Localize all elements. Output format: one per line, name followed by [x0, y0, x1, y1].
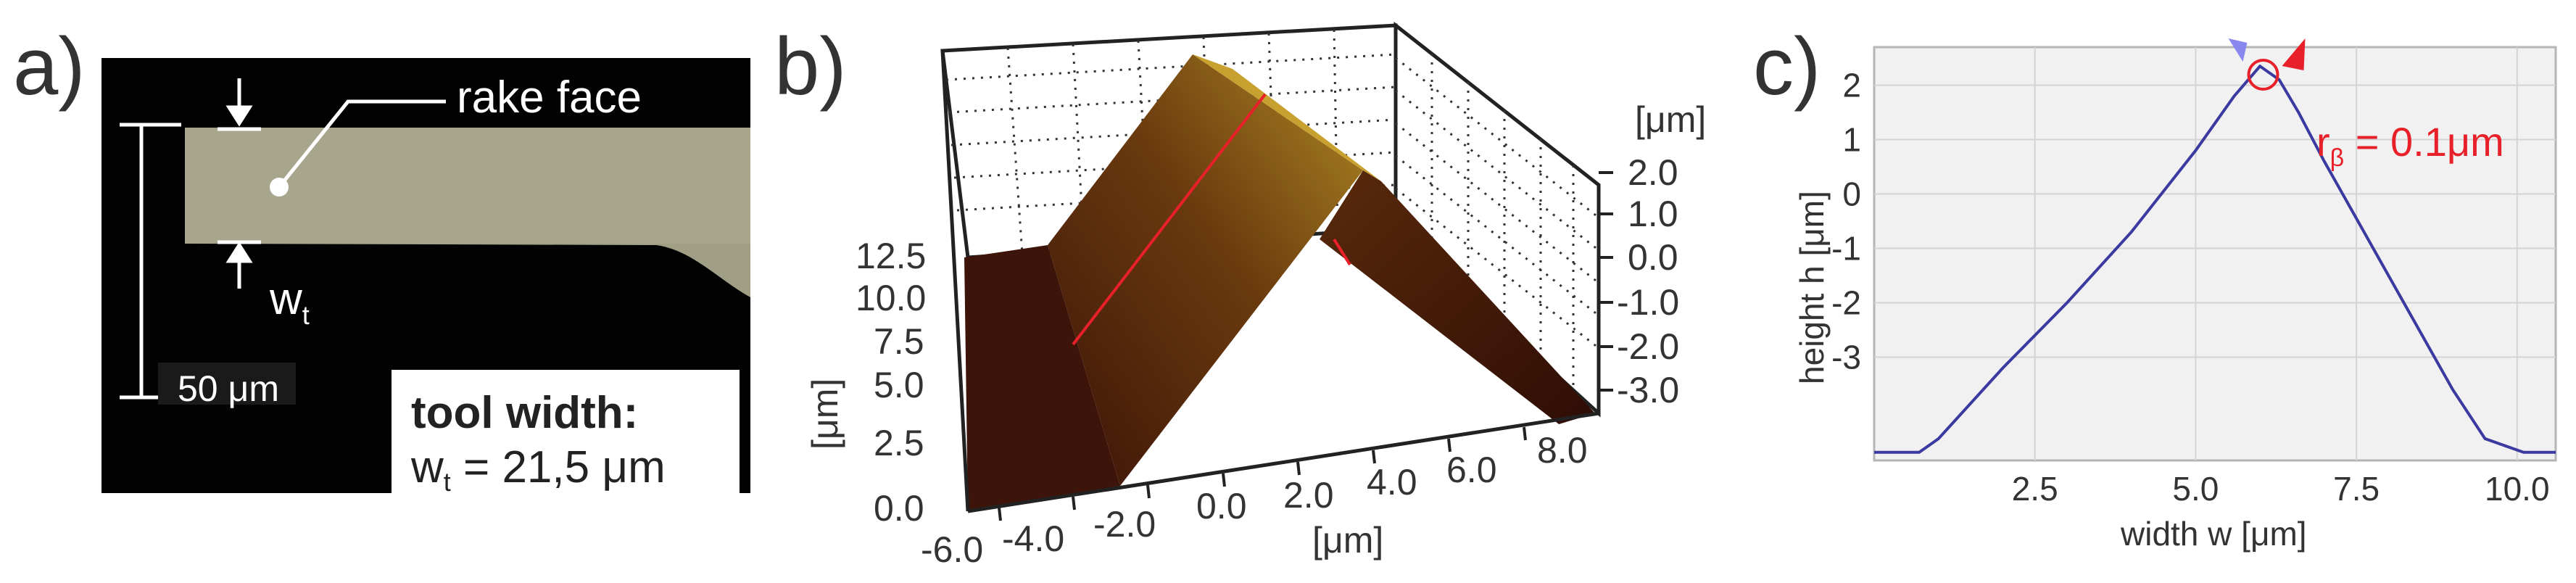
tool-width-box [392, 370, 740, 499]
y-tick-label: -2 [1831, 284, 1861, 322]
y-tick-label: 5.0 [874, 365, 924, 405]
x-tick-label: 4.0 [1367, 462, 1417, 503]
tip-arrow-right [2282, 38, 2306, 70]
panel-a: rake face wt 50 μm tool width: wt = 21,5… [102, 58, 750, 499]
x-tick-label: 8.0 [1537, 430, 1588, 471]
panel-b-letter: b) [774, 21, 847, 112]
tip-annotation: rβ = 0.1μm [2228, 38, 2504, 172]
box-edges [940, 50, 1599, 513]
y-tick-label: 1 [1842, 121, 1861, 159]
y-tick-label: 2 [1842, 67, 1861, 104]
surface-base-left [964, 245, 1120, 511]
y-axis-label: [μm] [805, 379, 845, 450]
rake-face-leader [278, 99, 446, 189]
panel-a-letter: a) [13, 21, 86, 112]
x-tick-label: 0.0 [1196, 486, 1247, 526]
y-axis-label: height h [μm] [1793, 191, 1831, 384]
surface-rake-right [1320, 170, 1595, 424]
y-tick-label: 12.5 [856, 236, 926, 276]
x-tick-label: 2.5 [2012, 470, 2058, 508]
x-tick-label: 7.5 [2333, 470, 2380, 508]
scale-bar-box [158, 363, 296, 405]
z-axis: [μm] 2.0 1.0 0.0 -1.0 -2.0 -3.0 [1599, 99, 1706, 410]
x-tick-label: 2.0 [1283, 475, 1334, 516]
x-tick-label: -6.0 [921, 529, 983, 570]
z-tick-label: 1.0 [1628, 194, 1678, 234]
z-tick-label: 0.0 [1628, 237, 1678, 278]
scale-bar-label: 50 μm [178, 368, 279, 409]
panel-b: [μm] 2.0 1.0 0.0 -1.0 -2.0 -3.0 12.5 10.… [805, 21, 1706, 570]
y-tick-label: -3 [1831, 339, 1861, 376]
y-tick-label: -1 [1831, 230, 1861, 268]
y-tick-label: 0 [1842, 175, 1861, 213]
profile-curve [1874, 64, 2556, 454]
tool-width-value: wt = 21,5 μm [410, 442, 666, 497]
z-tick-label: -1.0 [1617, 282, 1679, 323]
y-tick-label: 0.0 [874, 488, 924, 529]
wt-label: wt [269, 274, 310, 330]
rake-face-band [185, 128, 750, 244]
y-tick-label: 7.5 [874, 321, 924, 362]
profile-line [1072, 93, 1267, 346]
x-tick-label: 10.0 [2485, 470, 2550, 508]
grid [1874, 47, 2556, 460]
tip-radius-circle [2247, 59, 2279, 91]
x-axis-label: width w [μm] [2120, 515, 2307, 553]
y-tick-label: 10.0 [856, 278, 926, 318]
plot-area [1873, 46, 2557, 462]
y-ticks: 2 1 0 -1 -2 -3 [1831, 67, 1861, 376]
tool-width-title: tool width: [411, 388, 638, 438]
width-arrows [218, 78, 261, 289]
x-tick-label: -4.0 [1002, 518, 1064, 559]
tip-radius-label: rβ = 0.1μm [2316, 119, 2504, 172]
x-tick-label: -2.0 [1093, 504, 1156, 545]
panel-c: 2 1 0 -1 -2 -3 2.5 5.0 7.5 10.0 rβ = 0.1μm width… [1793, 38, 2557, 553]
z-unit-label: [μm] [1635, 99, 1706, 140]
z-tick-label: -2.0 [1617, 326, 1679, 367]
surface-peak-strip [1193, 54, 1381, 181]
y-tick-label: 2.5 [874, 423, 924, 463]
profile-line-right [1333, 238, 1351, 266]
z-tick-label: -3.0 [1617, 370, 1679, 410]
rake-face-label: rake face [457, 73, 642, 123]
x-ticks: 2.5 5.0 7.5 10.0 [2012, 470, 2550, 508]
panel-c-letter: c) [1753, 21, 1821, 112]
x-axis-label: [μm] [1312, 520, 1383, 561]
x-tick-label: 6.0 [1446, 450, 1497, 490]
tip-arrow-left [2228, 38, 2248, 62]
z-tick-label: 2.0 [1628, 152, 1678, 193]
surface-rake-left [1048, 54, 1363, 486]
surface-inner-gap [1131, 239, 1559, 482]
x-tick-label: 5.0 [2172, 470, 2219, 508]
y-axis: 12.5 10.0 7.5 5.0 2.5 0.0 [μm] [805, 236, 926, 529]
x-axis: -6.0 -4.0 -2.0 0.0 2.0 4.0 6.0 8.0 [μm] [921, 426, 1588, 570]
